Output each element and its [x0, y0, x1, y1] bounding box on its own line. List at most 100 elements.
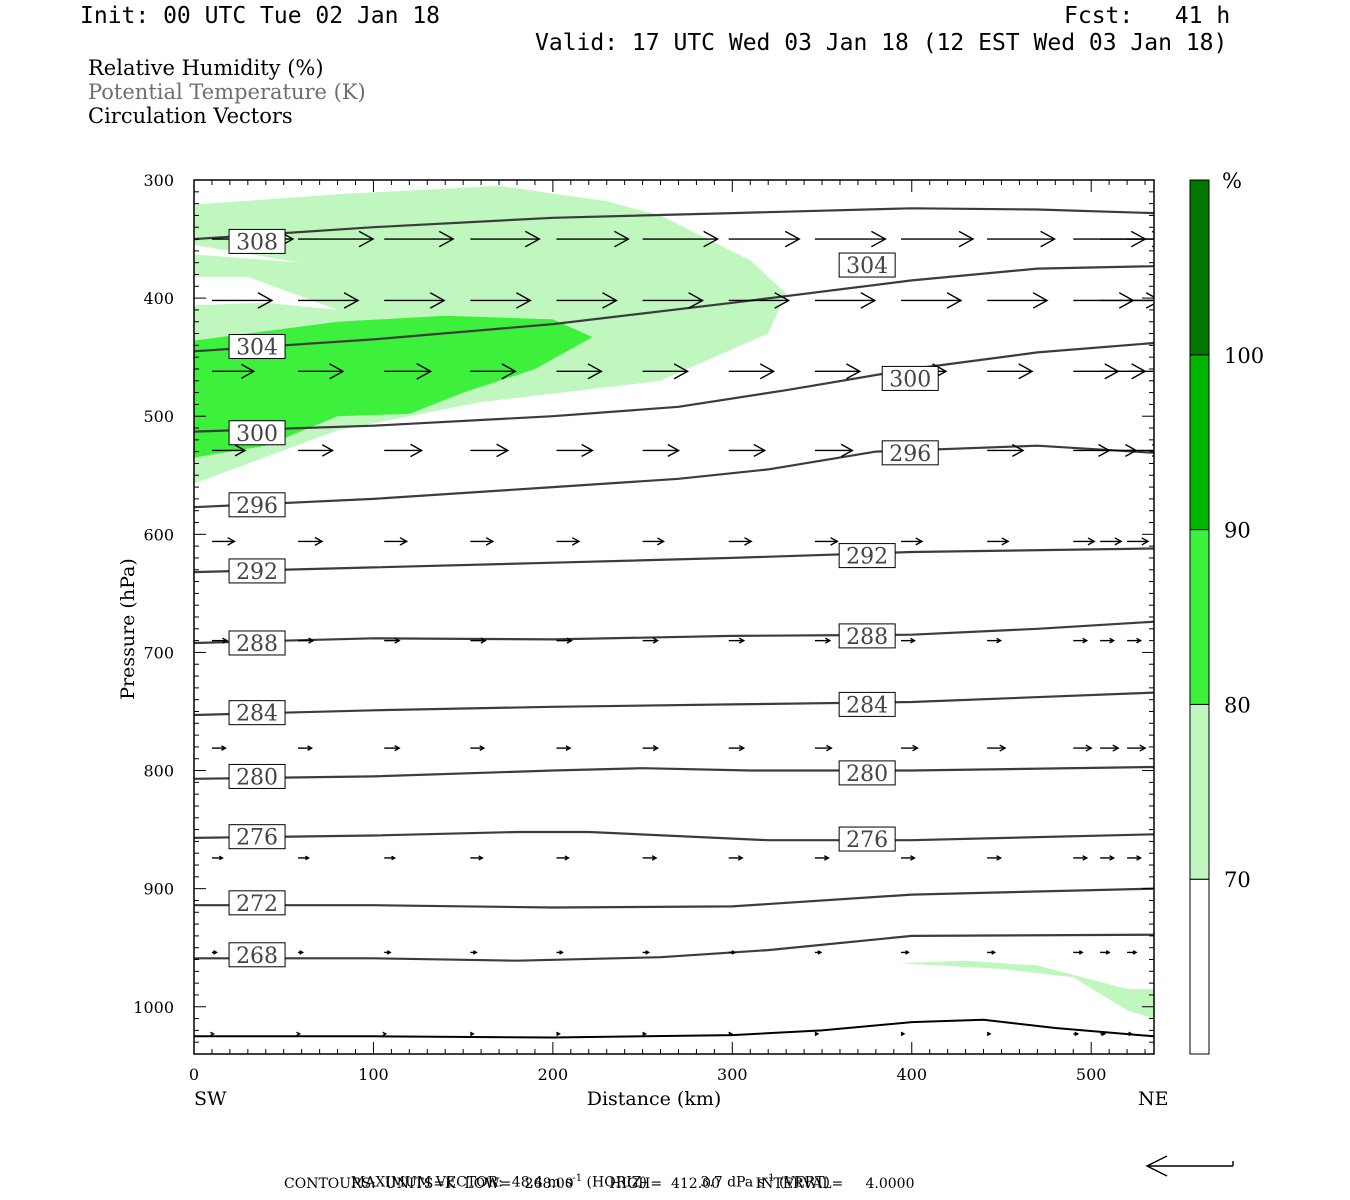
horiz-suffix: (HORIZ) — [582, 1174, 647, 1191]
colorbar-segment — [1189, 179, 1210, 356]
contour-label-box — [881, 440, 939, 466]
x-tick-label: 400 — [896, 1065, 927, 1084]
circulation-vector-head — [478, 855, 484, 861]
contour-label-box — [881, 365, 939, 391]
y-tick-label: 900 — [143, 880, 174, 899]
colorbar-segment — [1189, 878, 1210, 1055]
circulation-vector-head — [826, 744, 833, 752]
x-tick-label: 500 — [1076, 1065, 1107, 1084]
circulation-vector-head — [738, 745, 746, 752]
colorbar-label: 100 — [1224, 344, 1264, 368]
circulation-vector-head — [480, 637, 487, 644]
legend-potential-temperature: Potential Temperature (K) — [88, 80, 366, 104]
contour-label: 280 — [236, 765, 278, 790]
circulation-vector-head — [991, 950, 997, 955]
contour-label-box — [838, 691, 896, 717]
circulation-vector-head — [830, 537, 839, 546]
contour-label: 276 — [846, 828, 888, 853]
circulation-vector-head — [1032, 292, 1049, 309]
circulation-vector-head — [1128, 1031, 1134, 1037]
circulation-vector-head — [996, 855, 1003, 861]
circulation-vector-head — [1132, 950, 1138, 955]
contour-label-box — [228, 558, 286, 584]
theta-contour-308 — [194, 207, 1154, 241]
theta-contour-292 — [194, 547, 1154, 574]
circulation-vector-head — [1112, 744, 1120, 752]
contour-label: 292 — [846, 545, 888, 570]
x-tick-label: 300 — [717, 1065, 748, 1084]
circulation-vector-head — [496, 443, 510, 458]
circulation-vector-head — [731, 950, 737, 955]
circulation-vector-head — [515, 292, 532, 309]
valid-time: Valid: 17 UTC Wed 03 Jan 18 (12 EST Wed … — [535, 30, 1228, 56]
circulation-vector-head — [565, 745, 572, 751]
circulation-vector-head — [999, 744, 1007, 752]
theta-contour-300 — [194, 341, 1154, 433]
circulation-vector-head — [501, 363, 517, 380]
colorbar-label: 70 — [1224, 868, 1251, 892]
y-tick-label: 400 — [143, 289, 174, 308]
circulation-vector-head — [559, 950, 564, 955]
circulation-vector-head — [986, 1031, 992, 1037]
circulation-vector-head — [587, 363, 603, 380]
contour-label-box — [838, 826, 896, 852]
circulation-vector-head — [257, 292, 274, 309]
contour-label: 284 — [846, 693, 888, 718]
contour-label-box — [228, 824, 286, 850]
circulation-vector-head — [1170, 293, 1184, 308]
x-axis-sw-label: SW — [194, 1088, 227, 1110]
max-vector-caption: MAXIMUM VECTOR: 48.4 m s-1 (HORIZ) 3.7 d… — [342, 1157, 830, 1191]
circulation-vector-head — [307, 745, 314, 751]
y-tick-label: 700 — [143, 643, 174, 662]
colorbar-label: 90 — [1224, 519, 1251, 543]
circulation-vector-head — [571, 537, 581, 546]
colorbar-segment — [1189, 354, 1210, 531]
rh-fill-80-90-2 — [194, 315, 593, 458]
circulation-vector-head — [910, 637, 916, 644]
circulation-vector-head — [308, 637, 315, 644]
circulation-vector-head — [234, 444, 247, 457]
contour-label-box — [838, 760, 896, 786]
circulation-vector-head — [1082, 855, 1089, 861]
circulation-vector-head — [1136, 637, 1143, 644]
circulation-vector-head — [840, 443, 854, 458]
theta-contour-296 — [194, 444, 1154, 509]
circulation-vector-head — [1018, 363, 1034, 380]
circulation-vector-head — [652, 637, 660, 644]
contour-label: 304 — [846, 254, 888, 279]
circulation-vector-head — [652, 745, 660, 752]
circulation-vector-head — [774, 292, 791, 309]
circulation-vector-head — [343, 292, 360, 309]
x-axis-ne-label: NE — [1138, 1088, 1169, 1110]
circulation-vector-head — [1136, 855, 1143, 861]
circulation-vector-head — [910, 855, 916, 861]
circulation-vector-head — [218, 855, 224, 861]
circulation-vector-head — [1085, 744, 1093, 752]
circulation-vector-head — [358, 230, 375, 248]
circulation-vector-head — [399, 537, 409, 546]
circulation-vector-head — [846, 363, 862, 380]
circulation-vector-head — [871, 230, 887, 248]
legend-circulation-vectors: Circulation Vectors — [88, 104, 293, 128]
circulation-vector-head — [314, 536, 324, 546]
circulation-vector-head — [485, 537, 495, 546]
circulation-vector-head — [817, 950, 823, 955]
circulation-vector-head — [1011, 443, 1025, 458]
circulation-vector-head — [667, 443, 681, 458]
circulation-vector-head — [556, 1031, 561, 1037]
circulation-vector-head — [946, 292, 963, 309]
init-time: Init: 00 UTC Tue 02 Jan 18 — [80, 3, 441, 29]
circulation-vector-head — [391, 855, 397, 861]
plot-area — [194, 185, 1184, 1039]
theta-contour-288 — [194, 620, 1154, 645]
circulation-vector-head — [958, 230, 975, 248]
contour-label: 304 — [236, 336, 278, 361]
circulation-vector-head — [602, 292, 618, 309]
contour-label: 288 — [236, 632, 278, 657]
contour-label-box — [228, 890, 286, 916]
circulation-vector-head — [645, 950, 651, 955]
max-vector-vert: 3.7 dPa s — [700, 1174, 765, 1191]
circulation-vector-head — [688, 292, 705, 309]
circulation-vector-head — [210, 1031, 215, 1037]
reference-vector-head — [1145, 1155, 1168, 1177]
